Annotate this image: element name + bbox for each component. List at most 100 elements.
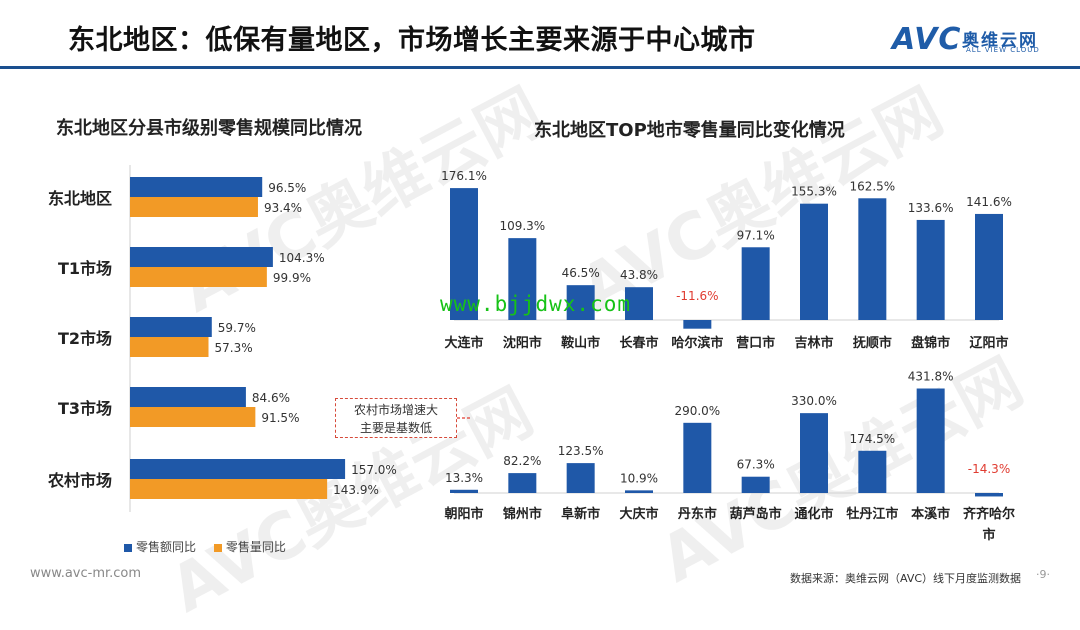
left-data-label-volume: 91.5% [261,411,299,425]
page-title: 东北地区：低保有量地区，市场增长主要来源于中心城市 [68,25,756,56]
top-city-category-label: 沈阳市 [503,335,542,351]
bottom-city-bar [683,422,712,493]
bottom-city-data-label: 330.0% [791,394,837,408]
left-category-label: T2市场 [58,329,112,348]
left-category-label: 农村市场 [47,471,112,490]
top-city-data-label: 43.8% [620,268,658,282]
left-bar-amount [130,247,273,267]
bottom-city-category-label: 丹东市 [678,506,717,522]
bottom-city-bar [450,489,478,493]
left-chart-legend: 零售额同比 零售量同比 [124,538,300,555]
top-city-bar [916,219,945,320]
left-bar-amount [130,459,346,479]
legend-swatch-amount [124,543,132,552]
top-city-bar [858,198,887,320]
top-city-data-label: 46.5% [562,266,600,280]
bottom-city-category-label: 阜新市 [561,506,600,522]
left-data-label-amount: 96.5% [268,181,306,195]
left-category-label: T1市场 [58,259,112,278]
top-city-bar [975,213,1003,320]
top-city-category-label: 大连市 [444,335,483,351]
legend-label-amount: 零售额同比 [136,540,197,554]
bottom-city-data-label: 67.3% [737,458,775,472]
right-chart-title: 东北地区TOP地市零售量同比变化情况 [534,120,845,141]
charts-canvas: 东北地区 96.5% 93.4% T1市场 104.3% 99.9% T2市场 59.7% 57… [47,165,1015,543]
bottom-city-data-label: 123.5% [558,444,604,458]
left-bar-volume [130,407,256,427]
left-data-label-volume: 57.3% [215,341,253,355]
top-city-bar [683,320,712,329]
logo-en-text: ALL VIEW CLOUD [966,46,1040,54]
left-data-label-volume: 93.4% [264,201,302,215]
top-city-bar [566,285,595,320]
footer-website: www.avc-mr.com [30,566,142,581]
bottom-city-data-label: 13.3% [445,471,483,485]
bottom-city-bar [566,463,595,493]
left-category-label: T3市场 [58,399,112,418]
top-city-data-label: 155.3% [791,185,837,199]
left-data-label-volume: 143.9% [333,483,379,497]
top-city-data-label: 133.6% [908,201,954,215]
left-bar-amount [130,317,212,337]
bottom-city-category-label: 牡丹江市 [846,506,898,522]
bottom-city-category-label: 本溪市 [911,506,950,522]
top-city-bar [450,188,478,320]
bottom-city-bar [858,450,887,493]
callout-line-2: 主要是基数低 [359,421,432,435]
bottom-city-category-label: 锦州市 [503,506,542,522]
bottom-city-data-label: 431.8% [908,370,954,384]
left-bar-volume [130,479,328,499]
top-city-data-label: -11.6% [676,289,718,303]
top-city-data-label: 109.3% [499,219,545,233]
bottom-city-data-label: 290.0% [674,404,720,418]
bottom-city-data-label: 82.2% [503,454,541,468]
top-city-category-label: 长春市 [619,335,658,351]
footer-source: 数据来源：奥维云网（AVC）线下月度监测数据 [790,572,1022,585]
bottom-city-category-label: 市 [982,527,995,543]
legend-swatch-volume [213,543,222,552]
top-city-bar [741,247,770,320]
top-city-category-label: 哈尔滨市 [671,335,723,351]
legend-item-amount: 零售额同比 [124,540,196,554]
left-bar-volume [130,337,209,357]
bottom-city-data-label: 10.9% [620,471,658,485]
left-data-label-volume: 99.9% [273,271,311,285]
left-data-label-amount: 104.3% [279,251,325,265]
legend-label-volume: 零售量同比 [225,540,286,554]
top-city-category-label: 鞍山市 [561,335,600,351]
bottom-city-category-label: 齐齐哈尔 [963,506,1015,522]
left-bar-volume [130,197,258,217]
top-city-category-label: 吉林市 [794,335,833,351]
top-city-category-label: 营口市 [736,335,775,351]
left-bar-volume [130,267,267,287]
overlay-url-text: www.bjjdwx.com [440,292,632,316]
left-bar-amount [130,387,246,407]
left-category-label: 东北地区 [48,189,112,208]
callout-box: 农村市场增速大 主要是基数低 [335,398,457,438]
bottom-city-category-label: 通化市 [794,506,833,522]
left-data-label-amount: 157.0% [351,463,397,477]
bottom-city-category-label: 朝阳市 [444,506,483,522]
bottom-city-category-label: 葫芦岛市 [730,506,782,522]
bottom-city-category-label: 大庆市 [619,506,658,522]
top-city-data-label: 97.1% [737,228,775,242]
bottom-city-bar [741,476,770,493]
bottom-city-bar [625,490,653,493]
logo-avc-text: AVC [892,22,962,57]
bottom-city-bar [800,413,828,493]
top-city-category-label: 盘锦市 [911,335,950,351]
bottom-city-data-label: 174.5% [849,432,895,446]
top-city-data-label: 141.6% [966,195,1012,209]
page-number: ·9· [1036,568,1050,581]
header-divider [0,66,1080,69]
left-data-label-amount: 84.6% [252,391,290,405]
top-city-bar [625,287,653,320]
company-logo: AVC 奥维云网 ALL VIEW CLOUD [892,24,1062,60]
top-city-data-label: 162.5% [849,179,895,193]
bottom-city-bar [508,473,537,493]
top-city-bar [508,238,537,320]
bottom-city-bar [916,388,945,493]
legend-item-volume: 零售量同比 [213,540,286,554]
top-city-category-label: 抚顺市 [853,335,892,351]
top-city-data-label: 176.1% [441,169,487,183]
